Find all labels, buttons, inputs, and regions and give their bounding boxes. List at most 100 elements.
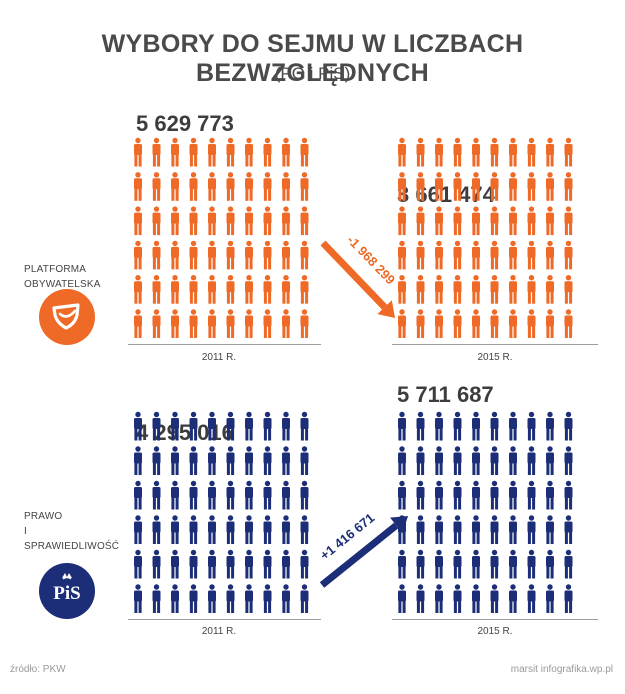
person-icon <box>171 446 179 475</box>
person-icon <box>509 549 517 579</box>
person-icon <box>245 172 253 201</box>
person-icon <box>527 584 536 613</box>
person-icon <box>490 240 499 270</box>
person-icon <box>263 515 272 544</box>
person-icon <box>152 206 161 236</box>
person-icon <box>263 446 272 475</box>
person-icon <box>435 275 443 304</box>
baseline-po-2011 <box>128 344 321 345</box>
person-icon <box>546 240 554 270</box>
baseline-po-2015 <box>392 344 598 345</box>
party-label-pis-line3: SPRAWIEDLIWOŚĆ <box>24 541 120 552</box>
person-icon <box>453 240 462 270</box>
person-icon <box>245 411 253 441</box>
value-label-po-2011: 5 629 773 <box>136 111 234 136</box>
person-icon <box>472 480 480 510</box>
person-icon <box>171 137 179 167</box>
person-icon <box>527 411 536 441</box>
person-icon <box>300 275 309 304</box>
person-icon <box>509 411 517 441</box>
person-icon <box>416 137 425 167</box>
page-title: WYBORY DO SEJMU W LICZBACH BEZWZGLĘDNYCH <box>101 30 524 87</box>
person-icon <box>435 584 443 613</box>
person-icon <box>546 172 554 201</box>
person-icon <box>189 172 198 201</box>
person-icon <box>472 515 480 544</box>
party-label-pis-line1: PRAWO <box>24 511 63 522</box>
person-icon <box>208 172 216 201</box>
person-icon <box>472 584 480 613</box>
person-icon <box>546 206 554 236</box>
person-icon <box>189 137 198 167</box>
person-icon <box>527 480 536 510</box>
person-icon <box>171 515 179 544</box>
person-icon <box>152 411 161 441</box>
person-icon <box>509 172 517 201</box>
person-icon <box>282 172 290 201</box>
person-icon <box>245 309 253 338</box>
person-icon <box>564 515 573 544</box>
person-icon <box>490 172 499 201</box>
person-icon <box>300 480 309 510</box>
person-icon <box>509 206 517 236</box>
person-icon <box>472 549 480 579</box>
person-icon <box>134 549 142 579</box>
person-icon <box>416 411 425 441</box>
person-icon <box>134 275 142 304</box>
person-icon <box>152 240 161 270</box>
person-icon <box>263 480 272 510</box>
person-icon <box>490 549 499 579</box>
person-icon <box>208 480 216 510</box>
po-logo-icon <box>39 289 95 345</box>
person-icon <box>472 206 480 236</box>
person-icon <box>171 206 179 236</box>
person-icon <box>134 309 142 338</box>
person-icon <box>564 480 573 510</box>
person-icon <box>435 309 443 338</box>
person-icon <box>453 584 462 613</box>
person-icon <box>472 240 480 270</box>
person-icon <box>490 446 499 475</box>
person-icon <box>509 515 517 544</box>
person-icon <box>226 309 235 338</box>
person-icon <box>282 206 290 236</box>
person-icon <box>263 584 272 613</box>
person-icon <box>472 411 480 441</box>
person-icon <box>435 515 443 544</box>
person-icon <box>171 172 179 201</box>
person-icon <box>564 446 573 475</box>
person-icon <box>490 480 499 510</box>
person-icon <box>435 411 443 441</box>
person-icon <box>208 275 216 304</box>
person-icon <box>226 549 235 579</box>
party-label-po-line2: OBYWATELSKA <box>24 279 101 290</box>
person-icon <box>490 515 499 544</box>
person-icon <box>134 137 142 167</box>
person-icon <box>134 480 142 510</box>
person-icon <box>134 172 142 201</box>
person-icon <box>398 240 406 270</box>
person-icon <box>300 206 309 236</box>
person-icon <box>527 206 536 236</box>
person-icon <box>282 515 290 544</box>
person-icon <box>282 240 290 270</box>
person-icon <box>300 240 309 270</box>
person-icon <box>245 137 253 167</box>
person-icon <box>398 446 406 475</box>
person-icon <box>282 584 290 613</box>
person-icon <box>152 480 161 510</box>
person-icon <box>226 275 235 304</box>
person-icon <box>134 515 142 544</box>
person-icon <box>416 206 425 236</box>
person-icon <box>435 446 443 475</box>
credit-note: marsit infografika.wp.pl <box>510 664 613 675</box>
party-label-pis-line2: I <box>24 526 27 537</box>
person-icon <box>263 549 272 579</box>
person-icon <box>398 137 406 167</box>
person-icon <box>189 411 198 441</box>
person-icon <box>152 515 161 544</box>
person-icon <box>263 172 272 201</box>
person-icon <box>453 480 462 510</box>
person-icon <box>453 411 462 441</box>
